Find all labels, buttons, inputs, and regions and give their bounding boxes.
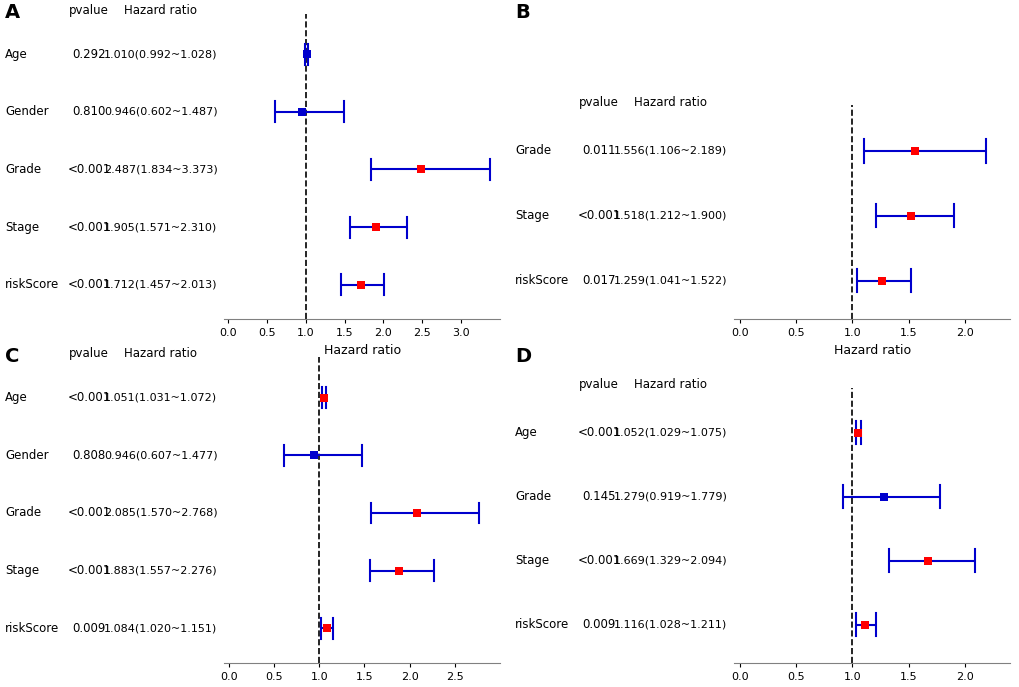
- Text: <0.001: <0.001: [577, 554, 621, 567]
- Text: <0.001: <0.001: [577, 426, 621, 439]
- Text: Grade: Grade: [5, 163, 41, 176]
- Text: Grade: Grade: [5, 506, 41, 519]
- Text: <0.001: <0.001: [67, 163, 111, 176]
- Text: Gender: Gender: [5, 105, 49, 118]
- Text: 0.292: 0.292: [72, 47, 106, 60]
- Text: 1.905(1.571~2.310): 1.905(1.571~2.310): [104, 222, 217, 232]
- Text: Grade: Grade: [515, 490, 550, 503]
- Text: Stage: Stage: [515, 554, 548, 567]
- Text: 1.084(1.020~1.151): 1.084(1.020~1.151): [104, 623, 217, 633]
- Text: Age: Age: [5, 47, 28, 60]
- Text: Stage: Stage: [5, 221, 39, 234]
- Text: C: C: [5, 347, 19, 366]
- Text: Grade: Grade: [515, 144, 550, 157]
- Text: <0.001: <0.001: [67, 564, 111, 577]
- Text: <0.001: <0.001: [577, 210, 621, 222]
- Text: Hazard ratio: Hazard ratio: [124, 347, 197, 360]
- Text: pvalue: pvalue: [69, 3, 109, 16]
- Text: Stage: Stage: [5, 564, 39, 577]
- X-axis label: Hazard ratio: Hazard ratio: [323, 344, 400, 357]
- Text: pvalue: pvalue: [579, 378, 619, 391]
- Text: 1.556(1.106~2.189): 1.556(1.106~2.189): [613, 146, 727, 156]
- Text: 1.712(1.457~2.013): 1.712(1.457~2.013): [104, 280, 217, 290]
- Text: D: D: [515, 347, 531, 366]
- Text: Stage: Stage: [515, 210, 548, 222]
- Text: 0.017: 0.017: [582, 274, 615, 287]
- Text: A: A: [5, 3, 20, 23]
- Text: 0.145: 0.145: [582, 490, 615, 503]
- Text: <0.001: <0.001: [67, 506, 111, 519]
- Text: 0.808: 0.808: [72, 449, 106, 462]
- X-axis label: Hazard ratio: Hazard ratio: [833, 344, 910, 357]
- Text: 1.259(1.041~1.522): 1.259(1.041~1.522): [613, 275, 727, 286]
- Text: <0.001: <0.001: [67, 391, 111, 404]
- Text: 1.116(1.028~1.211): 1.116(1.028~1.211): [613, 620, 727, 629]
- Text: 1.051(1.031~1.072): 1.051(1.031~1.072): [104, 392, 217, 403]
- Text: 1.052(1.029~1.075): 1.052(1.029~1.075): [613, 427, 727, 438]
- Text: 0.011: 0.011: [582, 144, 615, 157]
- Text: B: B: [515, 3, 529, 23]
- Text: riskScore: riskScore: [515, 618, 569, 631]
- Text: pvalue: pvalue: [579, 95, 619, 109]
- Text: 2.085(1.570~2.768): 2.085(1.570~2.768): [104, 508, 217, 518]
- Text: Hazard ratio: Hazard ratio: [634, 378, 706, 391]
- Text: 2.487(1.834~3.373): 2.487(1.834~3.373): [104, 164, 217, 174]
- Text: Gender: Gender: [5, 449, 49, 462]
- Text: 0.009: 0.009: [72, 622, 106, 635]
- Text: 0.009: 0.009: [582, 618, 615, 631]
- Text: riskScore: riskScore: [5, 278, 59, 291]
- Text: Age: Age: [5, 391, 28, 404]
- Text: 0.810: 0.810: [72, 105, 106, 118]
- Text: <0.001: <0.001: [67, 278, 111, 291]
- Text: 1.518(1.212~1.900): 1.518(1.212~1.900): [613, 211, 727, 221]
- Text: 1.669(1.329~2.094): 1.669(1.329~2.094): [613, 556, 727, 565]
- Text: pvalue: pvalue: [69, 347, 109, 360]
- Text: 1.279(0.919~1.779): 1.279(0.919~1.779): [613, 492, 727, 502]
- Text: 1.883(1.557~2.276): 1.883(1.557~2.276): [104, 565, 217, 576]
- Text: <0.001: <0.001: [67, 221, 111, 234]
- Text: 0.946(0.602~1.487): 0.946(0.602~1.487): [104, 106, 217, 117]
- Text: Hazard ratio: Hazard ratio: [124, 3, 197, 16]
- Text: 0.946(0.607~1.477): 0.946(0.607~1.477): [104, 450, 217, 460]
- Text: 1.010(0.992~1.028): 1.010(0.992~1.028): [104, 49, 217, 59]
- Text: riskScore: riskScore: [5, 622, 59, 635]
- Text: riskScore: riskScore: [515, 274, 569, 287]
- Text: Age: Age: [515, 426, 537, 439]
- Text: Hazard ratio: Hazard ratio: [634, 95, 706, 109]
